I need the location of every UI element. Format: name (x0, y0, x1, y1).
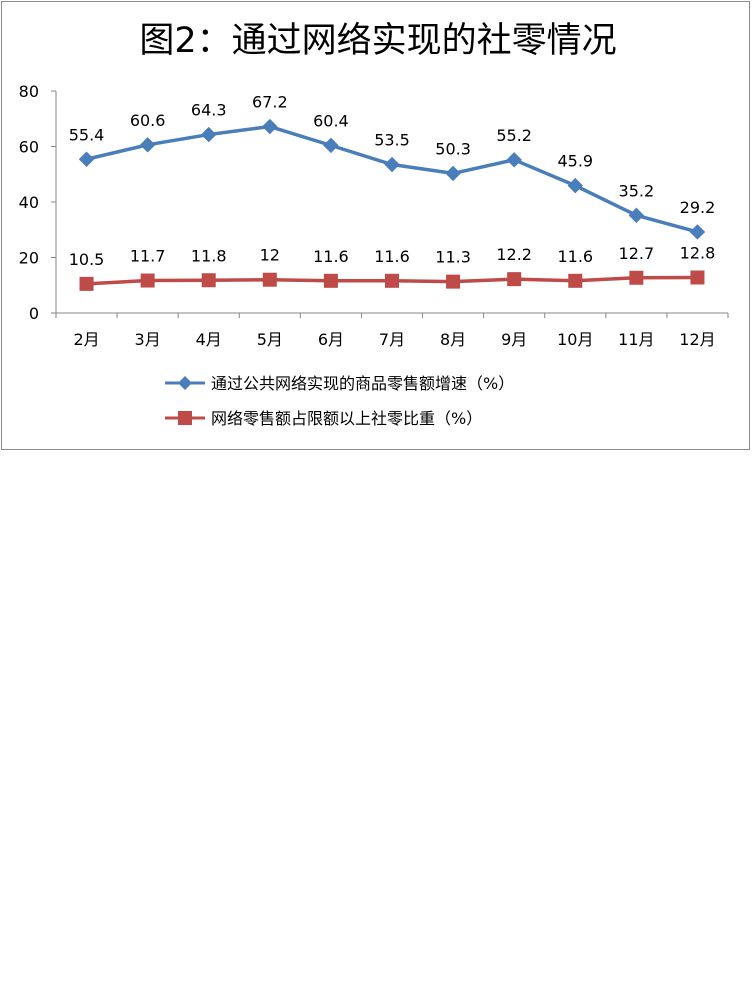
x-tick-label: 2月 (73, 330, 99, 349)
legend-marker-series-1 (178, 376, 192, 390)
data-point (323, 273, 338, 288)
data-label: 11.7 (130, 247, 166, 266)
x-tick-label: 11月 (618, 330, 654, 349)
data-point (506, 152, 522, 168)
legend-item-series-1: 通过公共网络实现的商品零售额增速（%） (165, 374, 514, 393)
data-point (262, 272, 277, 287)
data-label: 12 (260, 246, 280, 265)
data-point (79, 276, 94, 291)
data-label: 12.8 (680, 243, 716, 262)
y-tick-label: 20 (19, 249, 39, 268)
data-point (567, 177, 583, 194)
data-label: 50.3 (435, 139, 471, 158)
data-label: 53.5 (374, 131, 410, 150)
x-tick-label: 9月 (501, 330, 527, 349)
data-labels: 55.4 60.6 64.3 67.2 60.4 53.5 50.3 55.2 45.9 35.2… (69, 93, 716, 269)
x-tick-label: 8月 (440, 330, 466, 349)
data-label: 12.7 (619, 244, 655, 263)
data-label: 55.4 (69, 125, 105, 144)
data-label: 67.2 (252, 93, 288, 112)
data-point (445, 165, 461, 182)
x-axis-ticks: 2月 3月 4月 5月 6月 7月 8月 9月 10月 11月 12月 (55, 313, 729, 349)
chart-frame (1, 1, 750, 450)
data-label: 10.5 (69, 250, 105, 269)
data-point (507, 272, 522, 287)
x-tick-label: 7月 (379, 330, 405, 349)
x-tick-label: 6月 (318, 330, 344, 349)
data-point (78, 151, 95, 167)
data-label: 45.9 (557, 152, 593, 171)
y-tick-label: 60 (19, 138, 39, 157)
legend-item-series-2: 网络零售额占限额以上社零比重（%） (165, 409, 482, 428)
series-layer (78, 118, 706, 291)
x-tick-label: 12月 (679, 330, 715, 349)
data-point (568, 273, 583, 288)
data-point (201, 126, 217, 143)
data-point (628, 207, 645, 224)
data-label: 55.2 (496, 126, 532, 145)
data-point (139, 137, 156, 153)
data-label: 29.2 (680, 198, 716, 217)
data-point (384, 156, 400, 173)
y-tick-label: 0 (29, 304, 39, 323)
data-point (689, 224, 706, 240)
data-point (629, 270, 644, 285)
y-tick-label: 80 (19, 82, 39, 101)
data-label: 11.6 (374, 247, 410, 266)
data-label: 11.6 (557, 247, 593, 266)
data-label: 11.6 (313, 247, 349, 266)
x-tick-label: 10月 (557, 330, 593, 349)
data-label: 11.8 (191, 246, 227, 265)
data-label: 64.3 (191, 101, 227, 120)
legend: 通过公共网络实现的商品零售额增速（%） 网络零售额占限额以上社零比重（%） (165, 374, 514, 428)
data-point (201, 273, 216, 288)
data-point (262, 118, 278, 135)
x-tick-label: 5月 (257, 330, 283, 349)
data-label: 60.6 (130, 111, 166, 130)
data-point (323, 137, 339, 154)
x-tick-label: 4月 (196, 330, 222, 349)
data-label: 11.3 (435, 248, 471, 267)
x-tick-label: 3月 (135, 330, 161, 349)
line-chart: 图2：通过网络实现的社零情况 0 20 40 60 80 2月 3月 4月 5月 6月 7月 8月 9… (19, 21, 729, 428)
chart-title: 图2：通过网络实现的社零情况 (139, 21, 616, 61)
data-point (385, 273, 399, 288)
legend-label-series-2: 网络零售额占限额以上社零比重（%） (211, 409, 482, 428)
data-point (446, 274, 461, 289)
legend-marker-series-2 (178, 411, 192, 425)
data-label: 35.2 (619, 181, 655, 200)
y-axis-ticks: 0 20 40 60 80 (19, 82, 56, 323)
data-point (140, 273, 155, 288)
data-point (690, 270, 705, 285)
y-tick-label: 40 (19, 193, 39, 212)
data-label: 60.4 (313, 111, 349, 130)
legend-label-series-1: 通过公共网络实现的商品零售额增速（%） (211, 374, 514, 393)
data-label: 12.2 (496, 245, 532, 264)
